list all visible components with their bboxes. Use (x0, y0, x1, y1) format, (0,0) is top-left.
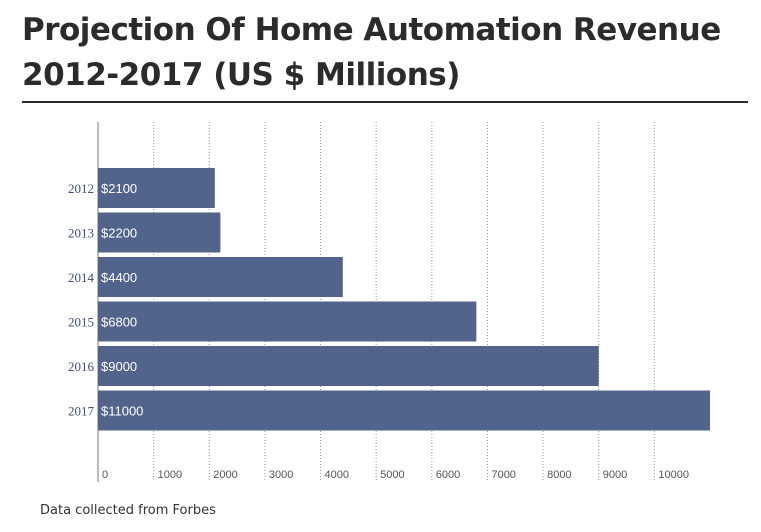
x-tick-label: 3000 (269, 469, 293, 481)
x-tick-label: 5000 (380, 469, 404, 481)
bar-value-label: $11000 (101, 404, 143, 419)
bar (98, 301, 477, 342)
source-note: Data collected from Forbes (40, 503, 216, 518)
bar-chart: $2100 $2200 $4400 $6800 $9000 $11000 2012 2013… (68, 122, 710, 482)
x-tick-label: 4000 (325, 469, 349, 481)
x-tick-label: 9000 (603, 469, 627, 481)
category-label: 2014 (68, 270, 95, 285)
category-label: 2012 (68, 181, 94, 196)
x-tick-label: 10000 (658, 469, 689, 481)
x-tick-label: 1000 (158, 469, 182, 481)
x-tick-label: 0 (102, 469, 108, 481)
bar (98, 390, 710, 431)
x-tick-label: 6000 (436, 469, 460, 481)
bar (98, 212, 221, 253)
x-tick-label: 2000 (213, 469, 237, 481)
x-tick-label: 8000 (547, 469, 571, 481)
bar (98, 257, 343, 297)
bar-value-label: $9000 (101, 359, 137, 374)
bar-value-label: $2200 (101, 226, 137, 241)
category-label: 2017 (68, 404, 95, 419)
category-label: 2013 (68, 226, 94, 241)
bar-value-label: $4400 (101, 270, 137, 285)
x-tick-label: 7000 (491, 469, 515, 481)
category-labels: 2012 2013 2014 2015 2016 2017 (68, 181, 95, 419)
bars: $2100 $2200 $4400 $6800 $9000 $11000 (98, 168, 710, 431)
chart-title: Projection Of Home Automation Revenue 20… (22, 12, 721, 93)
bar-value-label: $2100 (101, 181, 137, 196)
category-label: 2015 (68, 315, 94, 330)
bar-value-label: $6800 (101, 315, 137, 330)
title-divider (22, 101, 748, 103)
bar (98, 346, 599, 386)
bar (98, 168, 215, 208)
category-label: 2016 (68, 359, 95, 374)
x-tick-labels: 0 1000 2000 3000 4000 5000 6000 7000 8000 9000 100… (102, 469, 689, 481)
